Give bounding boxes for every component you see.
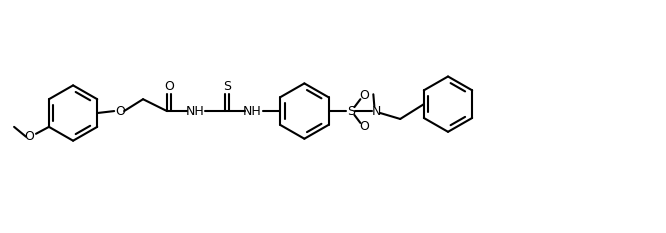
Text: O: O	[360, 89, 370, 102]
Text: S: S	[222, 80, 230, 93]
Text: O: O	[360, 120, 370, 133]
Text: O: O	[115, 105, 125, 118]
Text: NH: NH	[243, 105, 262, 118]
Text: S: S	[348, 105, 356, 118]
Text: O: O	[24, 130, 34, 143]
Text: N: N	[372, 105, 381, 118]
Text: NH: NH	[185, 105, 204, 118]
Text: O: O	[164, 80, 174, 93]
